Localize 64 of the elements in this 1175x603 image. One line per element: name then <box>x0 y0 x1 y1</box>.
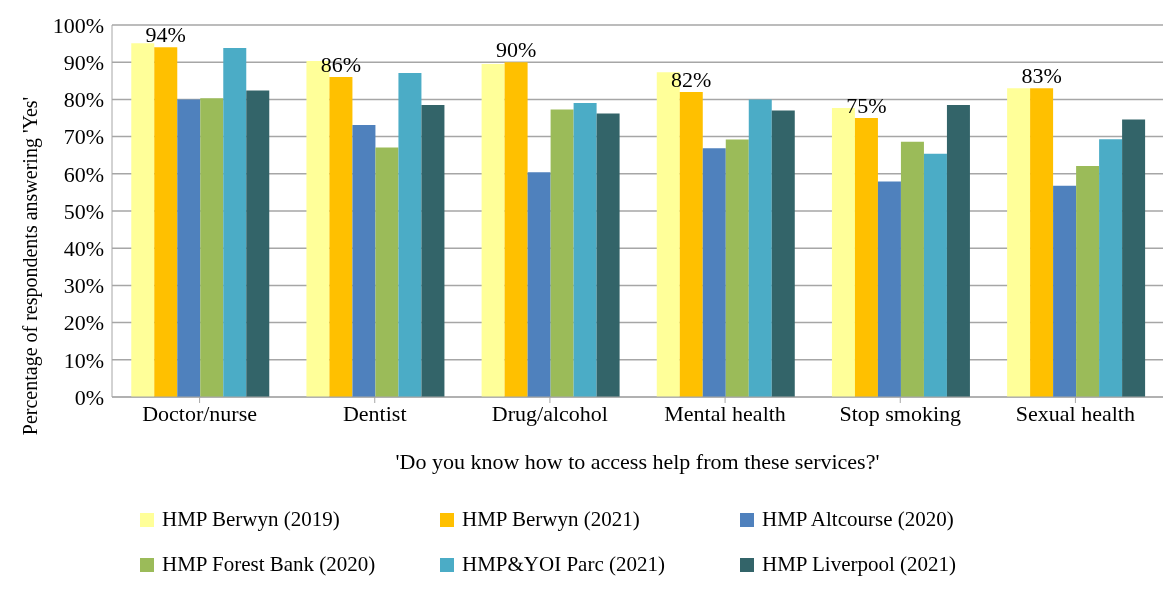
data-label: 75% <box>846 93 887 118</box>
bar <box>200 98 224 397</box>
x-tick-label: Dentist <box>342 400 407 426</box>
bar <box>946 104 970 397</box>
data-label: 94% <box>145 22 186 48</box>
legend-label: HMP Altcourse (2020) <box>762 507 954 532</box>
bar <box>1099 139 1123 397</box>
bar <box>771 110 795 397</box>
bar <box>1007 88 1031 397</box>
bar <box>352 125 376 397</box>
x-tick-label: Sexual health <box>1015 400 1135 426</box>
legend-label: HMP Berwyn (2021) <box>462 507 640 532</box>
legend-label: HMP&YOI Parc (2021) <box>462 552 665 577</box>
y-tick-label: 80% <box>63 87 104 113</box>
bar <box>702 148 726 397</box>
y-axis-title: Percentage of respondents answering 'Yes' <box>19 96 42 436</box>
bar <box>900 141 924 397</box>
x-axis-title: 'Do you know how to access help from these services?' <box>395 449 880 474</box>
y-tick-label: 0% <box>74 384 104 410</box>
y-tick-label: 50% <box>63 198 104 224</box>
y-tick-label: 10% <box>63 347 104 373</box>
bar <box>1053 185 1077 397</box>
bar <box>573 103 597 397</box>
x-tick-label: Drug/alcohol <box>491 400 608 426</box>
bar <box>398 72 422 397</box>
bar <box>679 91 703 397</box>
bar <box>1030 88 1054 397</box>
bar <box>550 109 574 397</box>
bar <box>725 139 749 397</box>
bar <box>1076 165 1100 397</box>
bar <box>375 147 399 397</box>
data-label: 86% <box>320 52 362 78</box>
bar <box>223 48 247 397</box>
bar <box>481 64 505 397</box>
bar <box>748 99 772 397</box>
y-tick-label: 40% <box>63 236 104 262</box>
y-tick-label: 100% <box>52 12 104 38</box>
y-tick-label: 60% <box>63 161 104 187</box>
bar <box>877 181 901 397</box>
x-tick-label: Doctor/nurse <box>142 400 258 426</box>
data-label: 82% <box>671 66 712 92</box>
bar <box>596 113 620 397</box>
bar <box>854 118 878 397</box>
bar <box>131 43 155 397</box>
y-tick-label: 30% <box>63 273 104 299</box>
bar <box>527 172 551 397</box>
bar <box>923 153 947 397</box>
bar <box>1122 119 1146 397</box>
data-label: 90% <box>495 37 537 63</box>
bar <box>421 104 445 397</box>
y-tick-label: 70% <box>63 124 104 150</box>
legend-label: HMP Liverpool (2021) <box>762 552 957 577</box>
bar <box>246 90 270 397</box>
bar <box>177 99 201 397</box>
legend-label: HMP Berwyn (2019) <box>162 507 340 532</box>
bar <box>504 62 528 397</box>
x-tick-label: Mental health <box>664 400 786 426</box>
y-tick-label: 20% <box>63 310 104 336</box>
y-tick-label: 90% <box>63 50 104 76</box>
bar <box>329 77 353 397</box>
x-tick-label: Stop smoking <box>839 400 962 426</box>
bar <box>154 47 178 397</box>
data-label: 83% <box>1021 63 1062 89</box>
legend-label: HMP Forest Bank (2020) <box>162 552 376 577</box>
